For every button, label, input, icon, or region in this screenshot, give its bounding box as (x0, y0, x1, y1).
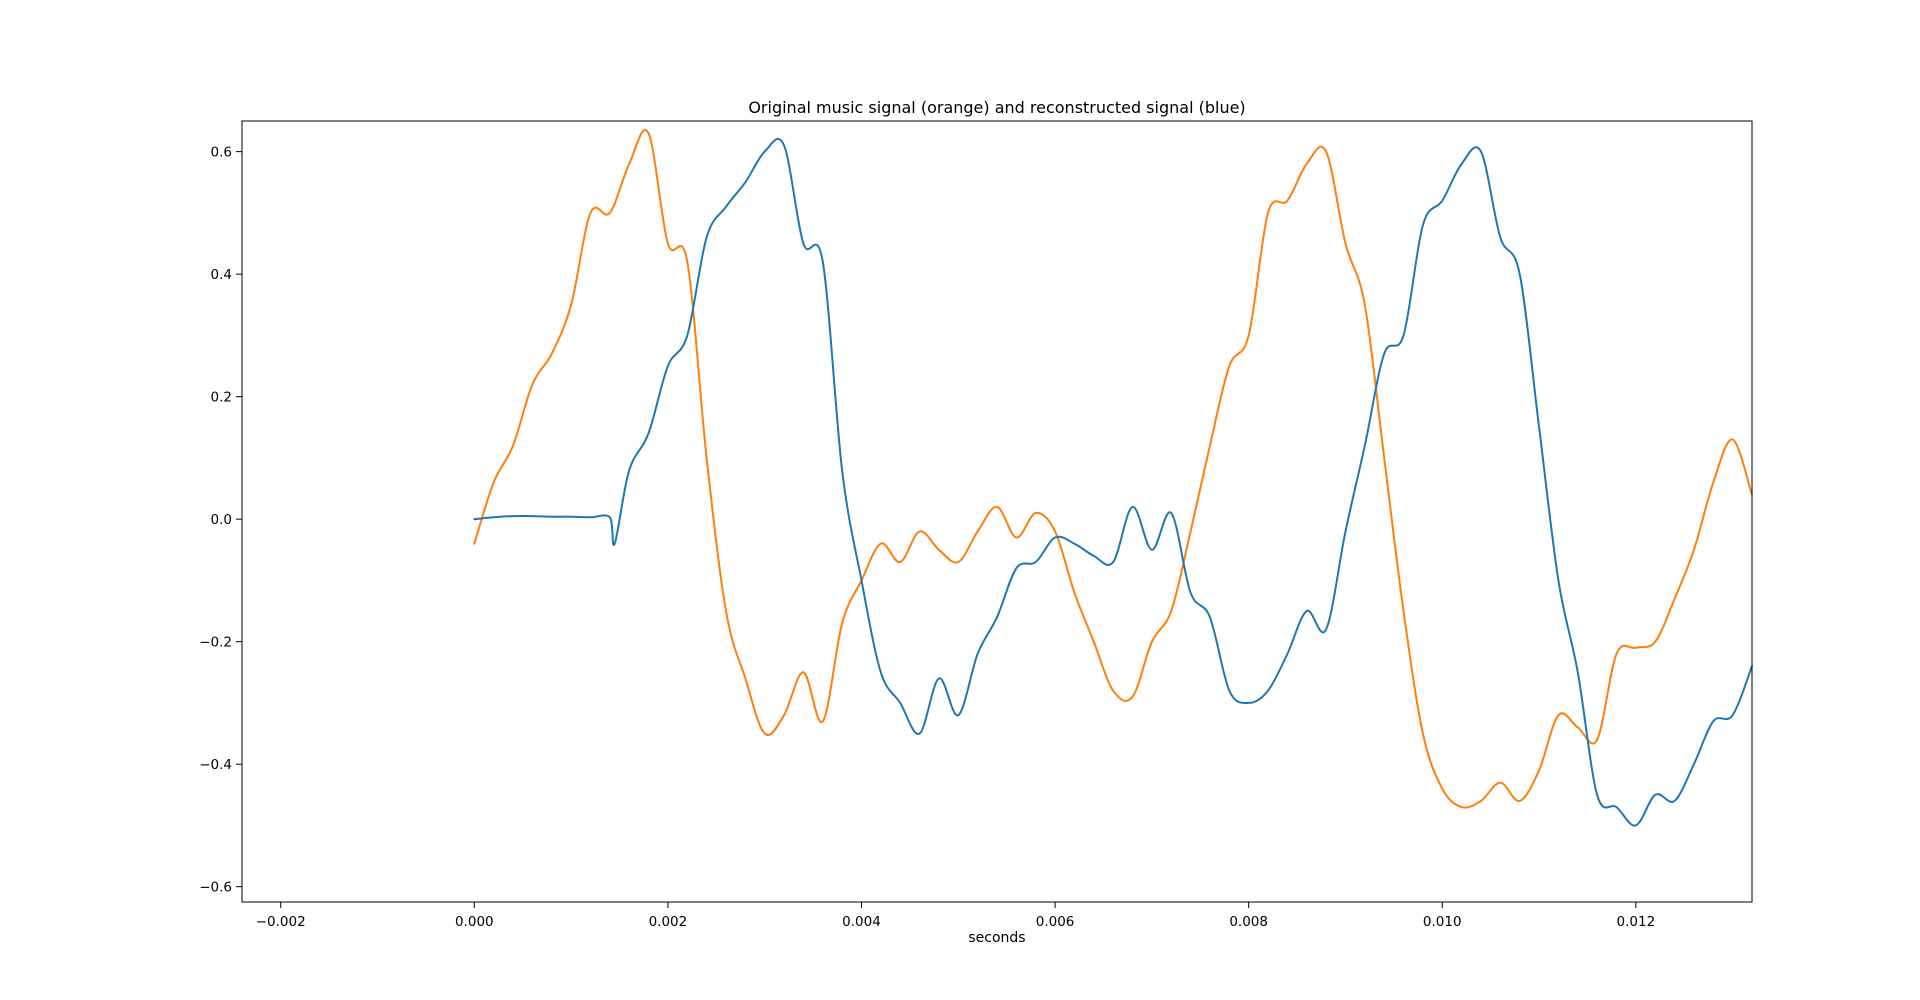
y-tick-label: 0.2 (211, 390, 232, 406)
y-tick-label: −0.4 (199, 757, 232, 773)
x-tick-label: 0.004 (842, 914, 881, 930)
title-group: Original music signal (orange) and recon… (748, 98, 1245, 117)
x-tick-label: 0.012 (1617, 914, 1656, 930)
y-tick-label: −0.2 (199, 635, 232, 651)
y-tick-label: 0.4 (211, 267, 232, 283)
plot-frame (241, 120, 1753, 903)
y-tick-label: −0.6 (199, 880, 232, 896)
x-axis: −0.002 0.000 0.002 0.004 0.006 0.008 0.010 0.01… (256, 902, 1655, 930)
y-tick-label: 0.0 (211, 512, 232, 528)
series-line-reconstructed (473, 138, 1753, 827)
y-axis: 0.6 0.4 0.2 0.0 −0.2 −0.4 −0.6 (199, 145, 242, 896)
x-tick-label: 0.008 (1229, 914, 1268, 930)
y-tick-label: 0.6 (211, 145, 232, 161)
series-layer (473, 129, 1753, 827)
chart-title: Original music signal (orange) and recon… (748, 98, 1245, 117)
x-tick-label: 0.006 (1036, 914, 1075, 930)
x-tick-label: −0.002 (256, 914, 306, 930)
x-tick-label: 0.010 (1423, 914, 1462, 930)
x-tick-label: 0.000 (455, 914, 494, 930)
x-tick-label: 0.002 (649, 914, 688, 930)
series-line-original (473, 129, 1753, 809)
x-axis-label: seconds (968, 930, 1025, 946)
